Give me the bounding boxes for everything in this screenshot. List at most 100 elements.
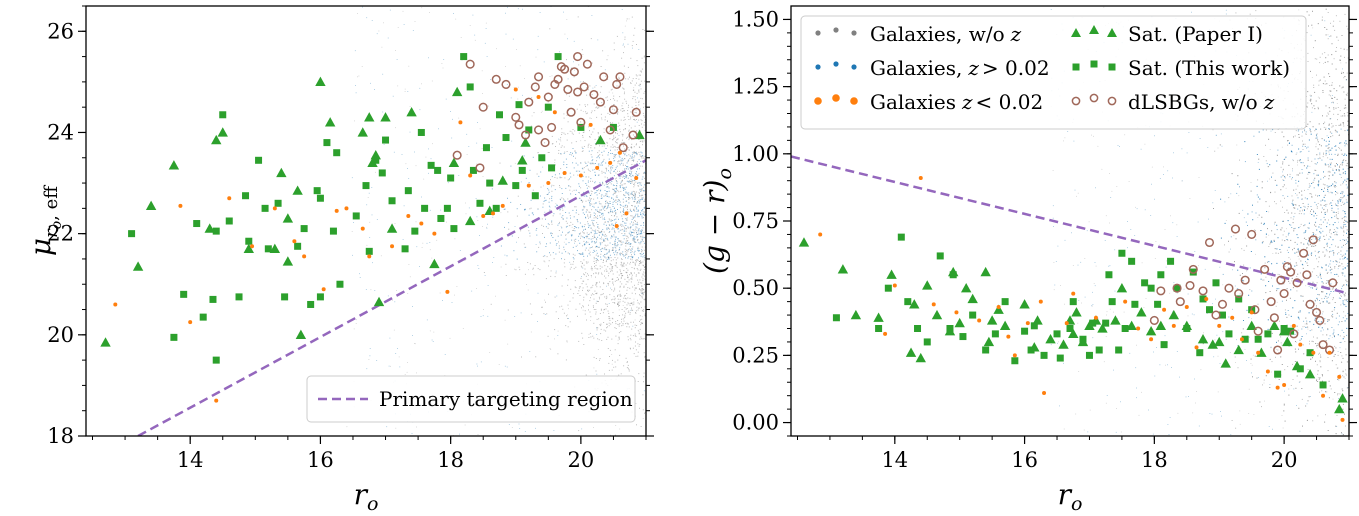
left-point-dot-0 <box>113 302 118 307</box>
left-point-square-2 <box>180 290 188 298</box>
left-point-dot-29 <box>588 122 593 127</box>
left-point-dot-3 <box>214 398 219 403</box>
right-point-square-43 <box>1199 295 1207 303</box>
right-ytick-label-5: 1.25 <box>732 75 779 99</box>
right-point-square-36 <box>1154 300 1162 308</box>
right-point-square-20 <box>1053 330 1061 338</box>
right-point-dot-30 <box>1282 382 1287 387</box>
right-ytick-label-3: 0.75 <box>732 209 779 233</box>
left-point-dot-25 <box>546 181 551 186</box>
right-point-dot-36 <box>1337 374 1342 379</box>
left-xtick-label-1: 16 <box>307 448 334 472</box>
right-point-square-37 <box>1160 341 1168 349</box>
left-point-square-12 <box>245 237 253 245</box>
left-ticks: 14 16 18 20 18 20 22 24 26 <box>47 5 654 472</box>
right-point-square-6 <box>923 338 931 346</box>
left-point-square-41 <box>434 166 442 174</box>
legend-marker-5-1 <box>1089 93 1099 103</box>
right-ytick-label-6: 1.50 <box>732 7 779 31</box>
right-point-square-44 <box>1206 306 1213 314</box>
right-xtick-label-3: 20 <box>1271 448 1298 472</box>
right-point-triangle-52 <box>1337 393 1348 403</box>
left-point-open-circle-11 <box>534 72 544 82</box>
left-xtick-label-0: 14 <box>177 448 204 472</box>
right-point-square-10 <box>959 333 967 341</box>
left-point-dot-30 <box>595 165 600 170</box>
left-point-triangle-11 <box>282 213 294 223</box>
right-point-square-35 <box>1147 284 1155 292</box>
left-point-dot-6 <box>272 206 277 211</box>
right-point-triangle-51 <box>1304 368 1316 379</box>
left-point-dot-9 <box>321 287 326 292</box>
right-point-square-19 <box>1040 351 1048 359</box>
right-point-triangle-14 <box>967 293 978 304</box>
legend-label-1: Galaxies, z > 0.02 <box>870 56 1050 80</box>
right-point-open-circle-32 <box>1328 278 1338 288</box>
right-ytick-label-4: 1.00 <box>732 142 779 166</box>
left-xlabel: ro <box>354 478 379 515</box>
right-point-dot-3 <box>918 176 923 180</box>
right-point-square-9 <box>949 271 957 279</box>
right-point-dot-32 <box>1298 342 1303 347</box>
right-point-dot-37 <box>1340 417 1345 422</box>
left-point-dot-16 <box>445 289 450 294</box>
right-point-triangle-34 <box>1126 320 1137 330</box>
left-point-square-48 <box>469 166 477 174</box>
left-point-open-circle-19 <box>563 84 573 95</box>
left-point-open-circle-21 <box>569 67 579 77</box>
left-point-square-13 <box>255 156 263 164</box>
left-point-open-circle-32 <box>615 72 625 82</box>
left-point-triangle-9 <box>276 167 287 178</box>
right-point-triangle-26 <box>1068 328 1079 339</box>
right-point-square-24 <box>1079 335 1087 343</box>
legend-label-0: Galaxies, w/o z <box>870 22 1022 46</box>
left-point-square-25 <box>329 227 337 235</box>
left-point-square-4 <box>199 313 207 321</box>
left-xtick-label-2: 18 <box>437 448 464 472</box>
right-point-dot-7 <box>996 305 1001 309</box>
left-point-square-8 <box>212 356 220 364</box>
left-point-dot-27 <box>562 170 567 175</box>
left-point-dot-26 <box>552 110 557 115</box>
left-lines <box>137 159 646 436</box>
right-point-square-15 <box>1011 357 1019 365</box>
right-point-triangle-7 <box>915 352 926 363</box>
left-point-open-circle-0 <box>452 150 462 160</box>
left-point-dot-14 <box>419 221 424 226</box>
left-point-square-64 <box>577 123 585 131</box>
right-point-open-circle-23 <box>1289 329 1299 339</box>
right-point-open-circle-14 <box>1250 305 1260 315</box>
right-point-open-circle-5 <box>1198 286 1208 296</box>
legend-marker-0-1 <box>833 27 839 33</box>
left-point-square-52 <box>492 204 500 212</box>
right-point-square-30 <box>1115 346 1123 354</box>
left-point-open-circle-22 <box>573 52 583 62</box>
left-point-dot-10 <box>334 208 339 213</box>
left-point-open-circle-33 <box>618 143 628 153</box>
left-point-square-37 <box>411 227 419 235</box>
left-point-square-47 <box>466 83 474 91</box>
right-point-dot-25 <box>1239 337 1244 342</box>
left-point-open-circle-20 <box>566 107 576 117</box>
left-point-dot-13 <box>390 244 395 249</box>
right-point-triangle-49 <box>1282 336 1293 347</box>
left-point-square-21 <box>313 187 321 195</box>
legend-marker-0-2 <box>851 30 857 36</box>
right-point-open-circle-4 <box>1188 264 1198 274</box>
left-point-triangle-24 <box>429 258 440 269</box>
legend-label-5: dLSBGs, w/o z <box>1128 90 1275 114</box>
right-point-dot-12 <box>1064 321 1069 326</box>
left-point-open-circle-8 <box>520 130 531 140</box>
left-point-open-circle-10 <box>530 82 540 92</box>
left-point-square-51 <box>486 179 494 187</box>
right-point-dot-15 <box>1123 299 1128 304</box>
left-point-square-11 <box>242 192 250 200</box>
left-point-square-15 <box>264 245 272 253</box>
right-point-open-circle-6 <box>1204 237 1215 248</box>
left-point-open-circle-23 <box>573 87 583 97</box>
left-point-square-31 <box>372 156 380 164</box>
right-point-square-17 <box>1027 346 1035 354</box>
right-line-0 <box>791 155 1349 295</box>
left-ytick-label-3: 24 <box>47 120 74 144</box>
left-point-open-circle-37 <box>576 117 586 127</box>
